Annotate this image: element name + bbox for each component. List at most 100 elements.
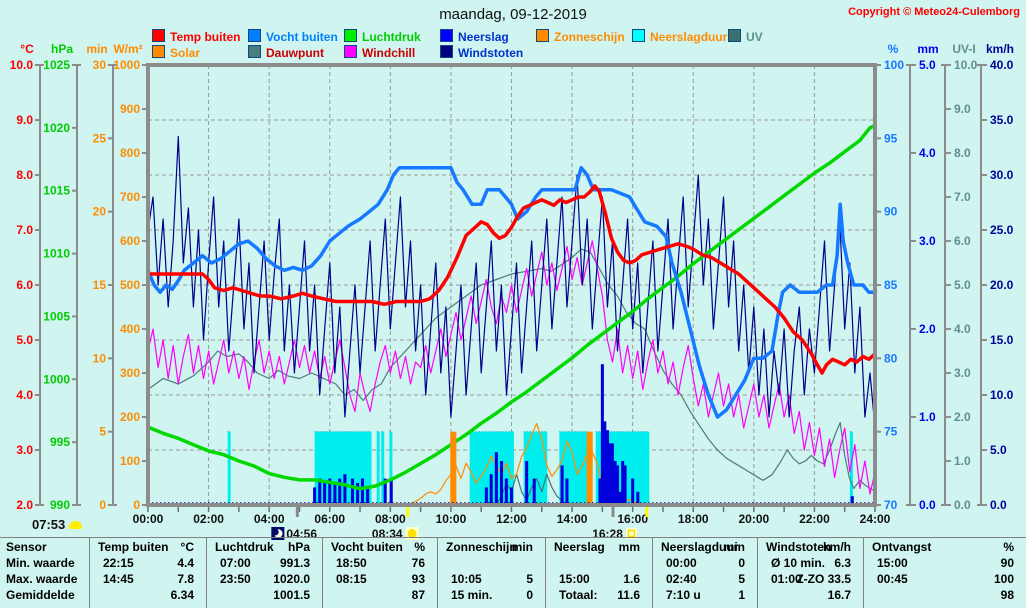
legend-swatch-icon <box>440 45 453 58</box>
svg-text:km/h: km/h <box>986 42 1014 56</box>
svg-text:0.0: 0.0 <box>919 498 936 512</box>
svg-text:2.0: 2.0 <box>16 498 33 512</box>
svg-text:400: 400 <box>120 322 140 336</box>
neerslag-bar <box>389 478 393 505</box>
svg-text:mm: mm <box>917 42 938 56</box>
svg-text:700: 700 <box>120 190 140 204</box>
luchtdruk-line <box>148 123 875 491</box>
table-time-cell: 02:40 <box>666 572 697 586</box>
svg-text:UV-I: UV-I <box>952 42 975 56</box>
svg-text:1.0: 1.0 <box>919 410 936 424</box>
table-row-header: Sensor <box>6 540 47 554</box>
table-time-cell: 14:45 <box>103 572 134 586</box>
table-col-unit: hPa <box>287 540 310 554</box>
legend-item-luchtdruk: Luchtdruk <box>344 29 421 44</box>
legend-item-neerslag: Neerslag <box>440 29 509 44</box>
legend-item-dauwpunt: Dauwpunt <box>248 45 324 60</box>
svg-text:300: 300 <box>120 366 140 380</box>
table-column-divider <box>545 537 546 608</box>
legend-item-temp-buiten: Temp buiten <box>152 29 240 44</box>
svg-text:1000: 1000 <box>43 372 70 386</box>
table-col-unit: min <box>511 540 533 554</box>
dauwpunt-line <box>148 248 875 492</box>
svg-text:6.0: 6.0 <box>954 234 971 248</box>
neerslag-bar <box>636 491 640 505</box>
svg-text:5.0: 5.0 <box>16 333 33 347</box>
table-col-name: Neerslag <box>554 540 605 554</box>
svg-text:500: 500 <box>120 278 140 292</box>
neerslag-bar <box>313 487 317 505</box>
table-col-unit: °C <box>180 540 194 554</box>
svg-text:7.0: 7.0 <box>16 223 33 237</box>
table-col-unit: min <box>723 540 745 554</box>
neerslagduur-block <box>227 431 231 505</box>
neerslag-bar <box>343 474 347 505</box>
table-time-cell: 07:00 <box>220 556 251 570</box>
svg-text:990: 990 <box>50 498 70 512</box>
table-col-unit: mm <box>618 540 640 554</box>
sun-icon <box>405 527 419 540</box>
svg-text:1010: 1010 <box>43 247 70 261</box>
chart-legend: Temp buiten Vocht buiten Luchtdruk Neerslag… <box>0 29 1026 60</box>
table-value-cell: 100 <box>993 572 1014 586</box>
table-value-cell: 1.6 <box>623 572 640 586</box>
svg-text:80: 80 <box>884 351 898 365</box>
table-time-cell: 18:50 <box>336 556 367 570</box>
svg-text:04:56: 04:56 <box>286 527 317 540</box>
neerslag-bar <box>618 491 622 505</box>
svg-text:90: 90 <box>884 205 898 219</box>
table-column-divider <box>437 537 438 608</box>
svg-text:20:00: 20:00 <box>738 512 769 526</box>
neerslag-bar <box>631 478 635 505</box>
neerslag-bar <box>338 478 342 505</box>
svg-text:85: 85 <box>884 278 898 292</box>
sunset-icon <box>625 528 637 539</box>
svg-text:995: 995 <box>50 435 70 449</box>
table-col-name: Windstoten <box>766 540 832 554</box>
svg-text:900: 900 <box>120 102 140 116</box>
neerslag-bar <box>350 478 354 505</box>
table-column-divider <box>652 537 653 608</box>
table-value-cell: 4.4 <box>177 556 194 570</box>
legend-swatch-icon <box>152 29 165 42</box>
moonset-time-label: 07:53 <box>32 517 83 532</box>
table-time-cell: 15:00 <box>877 556 908 570</box>
legend-swatch-icon <box>728 29 741 42</box>
svg-text:75: 75 <box>884 425 898 439</box>
stats-table: Sensor Min. waarde Max. waarde Gemiddelde Te… <box>0 537 1026 608</box>
svg-text:95: 95 <box>884 131 898 145</box>
neerslag-bar <box>532 478 536 505</box>
table-value-cell: Z-ZO 33.5 <box>796 572 851 586</box>
svg-text:12:00: 12:00 <box>496 512 527 526</box>
svg-text:5.0: 5.0 <box>990 443 1007 457</box>
svg-text:9.0: 9.0 <box>16 113 33 127</box>
svg-text:1.0: 1.0 <box>954 454 971 468</box>
svg-text:14:00: 14:00 <box>557 512 588 526</box>
svg-text:8.0: 8.0 <box>16 168 33 182</box>
neerslagduur-block <box>849 431 853 505</box>
legend-swatch-icon <box>248 45 261 58</box>
uv-line <box>495 473 568 505</box>
table-value-cell: 0 <box>526 588 533 602</box>
legend-item-zonneschijn: Zonneschijn <box>536 29 625 44</box>
table-column-divider <box>757 537 758 608</box>
svg-text:10:00: 10:00 <box>436 512 467 526</box>
neerslag-bar <box>603 421 607 505</box>
weather-chart-svg: 10.09.08.07.06.05.04.03.02.0°C1025102010… <box>10 42 1014 540</box>
svg-text:18:00: 18:00 <box>678 512 709 526</box>
table-time-cell: 10:05 <box>451 572 482 586</box>
svg-text:hPa: hPa <box>51 42 73 56</box>
legend-swatch-icon <box>248 29 261 42</box>
svg-text:10.0: 10.0 <box>954 58 978 72</box>
neerslag-bar <box>489 474 493 505</box>
svg-text:100: 100 <box>884 58 904 72</box>
zonneschijn-bar <box>450 431 457 505</box>
table-value-cell: 6.34 <box>170 588 194 602</box>
legend-label: Zonneschijn <box>554 30 625 44</box>
table-time-cell: 08:15 <box>336 572 367 586</box>
svg-text:1015: 1015 <box>43 184 70 198</box>
page-title: maandag, 09-12-2019 <box>439 6 587 23</box>
svg-text:3.0: 3.0 <box>954 366 971 380</box>
neerslag-bar <box>525 461 529 505</box>
copyright-text: Copyright © Meteo24-Culemborg <box>848 6 1020 18</box>
